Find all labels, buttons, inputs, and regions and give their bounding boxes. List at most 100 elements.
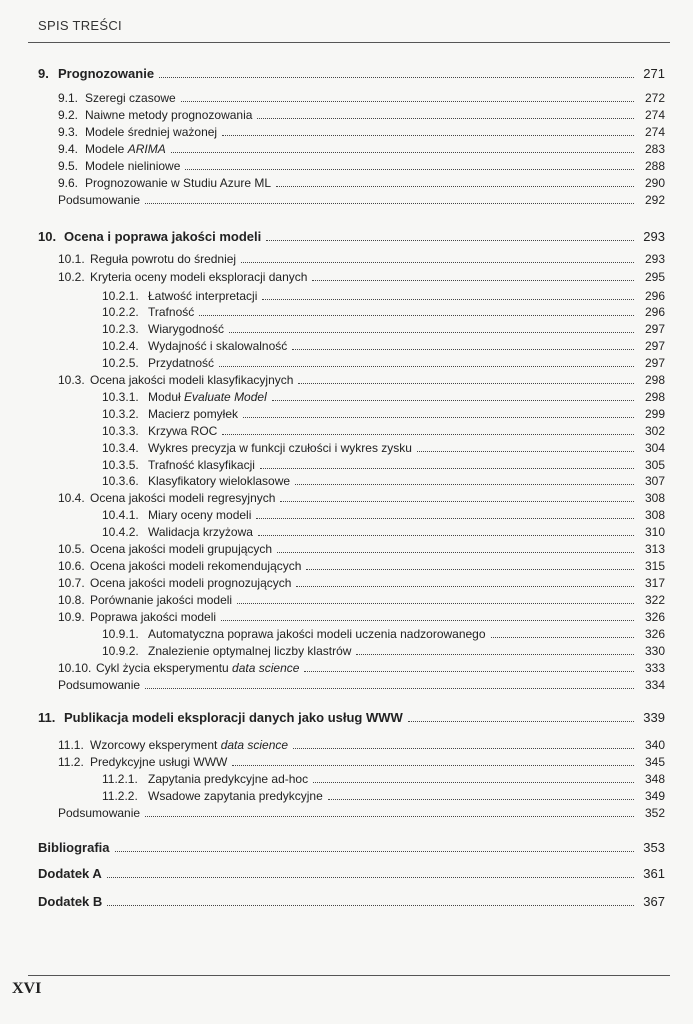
entry-page: 322 — [644, 593, 665, 607]
toc-entry: Bibliografia 353 — [0, 838, 693, 856]
title-segment: Predykcyjne usługi WWW — [90, 755, 228, 769]
title-segment: Publikacja modeli eksploracji danych jak… — [64, 710, 403, 725]
dot-leader — [298, 383, 634, 384]
entry-title: Ocena jakości modeli regresyjnych — [90, 490, 278, 506]
title-segment: Podsumowanie — [58, 806, 141, 820]
title-segment: Ocena jakości modeli grupujących — [90, 542, 273, 556]
entry-title: Prognozowanie w Studiu Azure ML — [85, 175, 274, 191]
entry-number: 10.4.2. — [102, 525, 139, 539]
dot-leader — [185, 169, 634, 170]
entry-number: 10.3.4. — [102, 441, 139, 455]
toc-entry: 9.1. Szeregi czasowe 272 — [0, 88, 693, 106]
title-segment: Wsadowe zapytania predykcyjne — [148, 789, 323, 803]
title-segment: Evaluate Model — [184, 390, 267, 404]
entry-page: 313 — [644, 542, 665, 556]
entry-number: 10.6. — [58, 559, 85, 573]
entry-title: Cykl życia eksperymentu data science — [96, 660, 302, 676]
toc-entry: 10.3.5. Trafność klasyfikacji 305 — [0, 455, 693, 473]
entry-page: 349 — [644, 789, 665, 803]
title-segment: Poprawa jakości modeli — [90, 610, 217, 624]
title-segment: Ocena jakości modeli prognozujących — [90, 576, 292, 590]
entry-page: 288 — [644, 159, 665, 173]
dot-leader — [327, 799, 634, 800]
entry-number: 10.3.3. — [102, 424, 139, 438]
toc-entry: 11.1. Wzorcowy eksperyment data science 34… — [0, 735, 693, 753]
title-segment: Trafność — [148, 305, 195, 319]
entry-title: Ocena jakości modeli prognozujących — [90, 575, 294, 591]
title-segment: Wydajność i skalowalność — [148, 339, 288, 353]
entry-page: 339 — [643, 710, 665, 725]
entry-title: Wiarygodność — [148, 321, 227, 337]
dot-leader — [243, 417, 634, 418]
title-segment: Przydatność — [148, 356, 215, 370]
entry-number: 11.1. — [58, 738, 84, 752]
entry-number: 9. — [38, 66, 49, 81]
title-segment: Modele średniej ważonej — [85, 125, 218, 139]
entry-title: Modele średniej ważonej — [85, 124, 220, 140]
entry-page: 297 — [644, 322, 665, 336]
entry-number: 10.7. — [58, 576, 85, 590]
dot-leader — [490, 637, 634, 638]
entry-page: 299 — [644, 407, 665, 421]
title-segment: Kryteria oceny modeli eksploracji danych — [90, 270, 308, 284]
dot-leader — [313, 782, 634, 783]
entry-page: 326 — [644, 627, 665, 641]
entry-title: Trafność klasyfikacji — [148, 457, 258, 473]
entry-page: 274 — [644, 108, 665, 122]
toc-entry: 10.2.5. Przydatność 297 — [0, 353, 693, 371]
toc-entry: 10.3.2. Macierz pomyłek 299 — [0, 404, 693, 422]
header-rule — [28, 42, 670, 43]
dot-leader — [219, 366, 634, 367]
entry-number: 10.10. — [58, 661, 92, 675]
entry-title: Reguła powrotu do średniej — [90, 251, 239, 267]
entry-page: 297 — [644, 356, 665, 370]
toc-entry: Podsumowanie 292 — [0, 190, 693, 208]
entry-number: 10.2.3. — [102, 322, 139, 336]
entry-number: 10.2.2. — [102, 305, 139, 319]
toc-entry: 11. Publikacja modeli eksploracji danych … — [0, 708, 693, 726]
toc-entry: 10.2.1. Łatwość interpretacji 296 — [0, 286, 693, 304]
title-segment: Trafność klasyfikacji — [148, 458, 255, 472]
toc-entry: Dodatek A 361 — [0, 864, 693, 882]
entry-title: Szeregi czasowe — [85, 90, 179, 106]
toc-entry: 11.2.1. Zapytania predykcyjne ad-hoc 348 — [0, 769, 693, 787]
dot-leader — [276, 186, 634, 187]
entry-title: Ocena i poprawa jakości modeli — [64, 229, 264, 245]
toc-entry: 10.3.3. Krzywa ROC 302 — [0, 421, 693, 439]
page-number: XVI — [12, 980, 42, 997]
toc-entry: 10.1. Reguła powrotu do średniej 293 — [0, 249, 693, 267]
entry-page: 304 — [644, 441, 665, 455]
title-segment: Prognozowanie w Studiu Azure ML — [85, 176, 272, 190]
entry-page: 361 — [643, 866, 665, 881]
dot-leader — [222, 434, 634, 435]
entry-page: 274 — [644, 125, 665, 139]
entry-page: 352 — [644, 806, 665, 820]
entry-page: 305 — [644, 458, 665, 472]
entry-number: 11. — [38, 710, 56, 725]
entry-page: 296 — [644, 289, 665, 303]
entry-title: Dodatek B — [38, 894, 105, 910]
entry-title: Prognozowanie — [58, 66, 157, 82]
toc-entry: 10.5. Ocena jakości modeli grupujących 313 — [0, 539, 693, 557]
toc-entry: 9.6. Prognozowanie w Studiu Azure ML 290 — [0, 173, 693, 191]
entry-title: Ocena jakości modeli rekomendujących — [90, 558, 304, 574]
toc-entry: 10.9. Poprawa jakości modeli 326 — [0, 607, 693, 625]
dot-leader — [159, 77, 634, 78]
entry-page: 298 — [644, 390, 665, 404]
toc-entry: 10. Ocena i poprawa jakości modeli 293 — [0, 227, 693, 245]
title-segment: Znalezienie optymalnej liczby klastrów — [148, 644, 352, 658]
dot-leader — [229, 332, 634, 333]
dot-leader — [145, 688, 634, 689]
dot-leader — [312, 280, 634, 281]
entry-title: Podsumowanie — [58, 805, 143, 821]
entry-title: Ocena jakości modeli grupujących — [90, 541, 275, 557]
entry-number: 10.3.5. — [102, 458, 139, 472]
entry-page: 308 — [644, 508, 665, 522]
entry-number: 11.2. — [58, 755, 84, 769]
dot-leader — [199, 315, 634, 316]
entry-number: 10.9.2. — [102, 644, 139, 658]
dot-leader — [145, 816, 634, 817]
entry-title: Wykres precyzja w funkcji czułości i wyk… — [148, 440, 415, 456]
title-segment: Ocena jakości modeli klasyfikacyjnych — [90, 373, 294, 387]
entry-title: Dodatek A — [38, 866, 105, 882]
